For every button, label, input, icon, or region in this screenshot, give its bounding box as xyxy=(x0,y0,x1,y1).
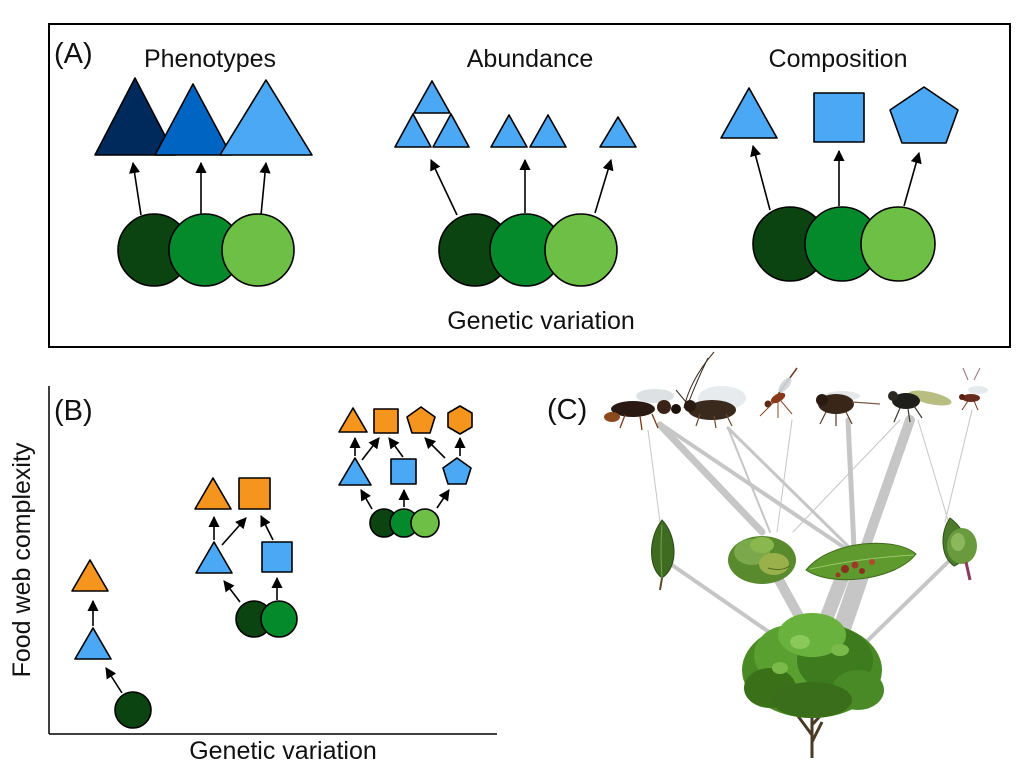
parasitoid-triangle xyxy=(71,559,109,592)
weevil-icon xyxy=(816,391,881,426)
herbivore-square xyxy=(261,541,293,573)
abundance-triangle xyxy=(394,113,432,148)
abundance-group xyxy=(394,80,637,287)
abundance-triangle xyxy=(490,114,528,148)
leaf-spot-gall-icon xyxy=(805,542,917,581)
arrow xyxy=(424,437,446,459)
small-wasp-icon xyxy=(959,367,988,411)
herbivore-pentagon xyxy=(442,457,472,485)
panel-c: (C) xyxy=(547,351,988,758)
arrow xyxy=(430,158,458,216)
genotype-circle-light xyxy=(860,206,936,282)
genotype-circle-dark xyxy=(114,691,152,729)
arrow xyxy=(361,437,380,461)
willow-shrub-icon xyxy=(742,613,884,758)
parasitoid-square xyxy=(238,477,271,510)
interaction-link xyxy=(856,560,950,652)
phenotypes-group xyxy=(94,77,313,287)
food-web-intermediate xyxy=(194,477,298,638)
herbivore-square xyxy=(390,458,417,485)
composition-square xyxy=(813,92,865,143)
abundance-triangle xyxy=(413,80,451,114)
arrow xyxy=(105,667,123,694)
arrow xyxy=(436,489,450,509)
arrow xyxy=(128,161,142,216)
interaction-link xyxy=(944,409,973,523)
herbivore-triangle xyxy=(338,457,372,486)
arrow xyxy=(223,580,241,603)
herbivore-triangle xyxy=(74,627,112,660)
arrow xyxy=(750,144,771,211)
heading-abundance: Abundance xyxy=(467,45,594,73)
panel-b-label: (B) xyxy=(54,395,93,427)
composition-group xyxy=(720,86,959,282)
interaction-link xyxy=(776,419,793,533)
panel-a: (A) Phenotypes Abundance Composition Gen… xyxy=(48,23,1011,348)
parasitoid-pentagon xyxy=(406,406,436,434)
genotype-circle-light xyxy=(410,508,440,538)
winged-insect-icon xyxy=(675,386,746,429)
fly-icon xyxy=(888,390,952,423)
heading-composition: Composition xyxy=(769,45,908,73)
interaction-link xyxy=(917,419,949,521)
abundance-triangle xyxy=(432,113,470,148)
heading-phenotypes: Phenotypes xyxy=(144,45,276,73)
phenotype-triangle-mid xyxy=(154,83,232,156)
leaf-rosette-gall-icon xyxy=(728,536,796,584)
interaction-link xyxy=(647,429,661,523)
leaf-fold-gall-icon xyxy=(651,519,675,591)
parasitoid-triangle xyxy=(338,407,368,433)
herbivore-triangle xyxy=(195,541,233,574)
arrow xyxy=(594,158,614,214)
bud-gall-icon xyxy=(942,517,977,581)
arrow xyxy=(260,514,274,541)
food-web-simple xyxy=(71,559,152,729)
arrow xyxy=(388,437,404,458)
food-web-complex xyxy=(338,405,473,538)
genotype-circle-light xyxy=(544,213,618,287)
interaction-link xyxy=(660,423,847,550)
arrow xyxy=(259,161,271,216)
genotype-circle-mid xyxy=(260,600,298,638)
interaction-link xyxy=(726,426,852,550)
arrow xyxy=(903,151,922,207)
phenotype-triangle-dark xyxy=(94,77,176,156)
panel-b: (B) Genetic variation Food web complexit… xyxy=(8,386,497,765)
interaction-link xyxy=(656,421,766,536)
genotype-circle-light xyxy=(221,213,295,287)
composition-pentagon xyxy=(889,86,959,144)
phenotype-triangle-light xyxy=(219,79,313,156)
arrow xyxy=(360,489,373,510)
arrow xyxy=(221,517,247,546)
parasitoid-wasp-icon xyxy=(604,351,715,431)
parasitoid-hexagon xyxy=(447,405,473,435)
composition-triangle xyxy=(720,87,778,139)
parasitoid-square xyxy=(373,408,399,434)
interaction-link xyxy=(792,419,901,533)
abundance-triangle xyxy=(529,114,567,148)
abundance-triangle xyxy=(599,116,637,148)
panel-b-ylabel: Food web complexity xyxy=(8,442,36,677)
parasitoid-triangle xyxy=(194,477,232,510)
midge-icon xyxy=(759,367,798,418)
panel-b-xlabel: Genetic variation xyxy=(189,737,377,765)
panel-a-label: (A) xyxy=(54,38,93,70)
interaction-link xyxy=(727,427,771,533)
interaction-link xyxy=(845,417,857,551)
panel-c-label: (C) xyxy=(547,394,587,426)
interaction-link xyxy=(860,415,915,553)
panel-a-xlabel: Genetic variation xyxy=(447,307,635,335)
panel-a-frame xyxy=(48,23,1011,348)
